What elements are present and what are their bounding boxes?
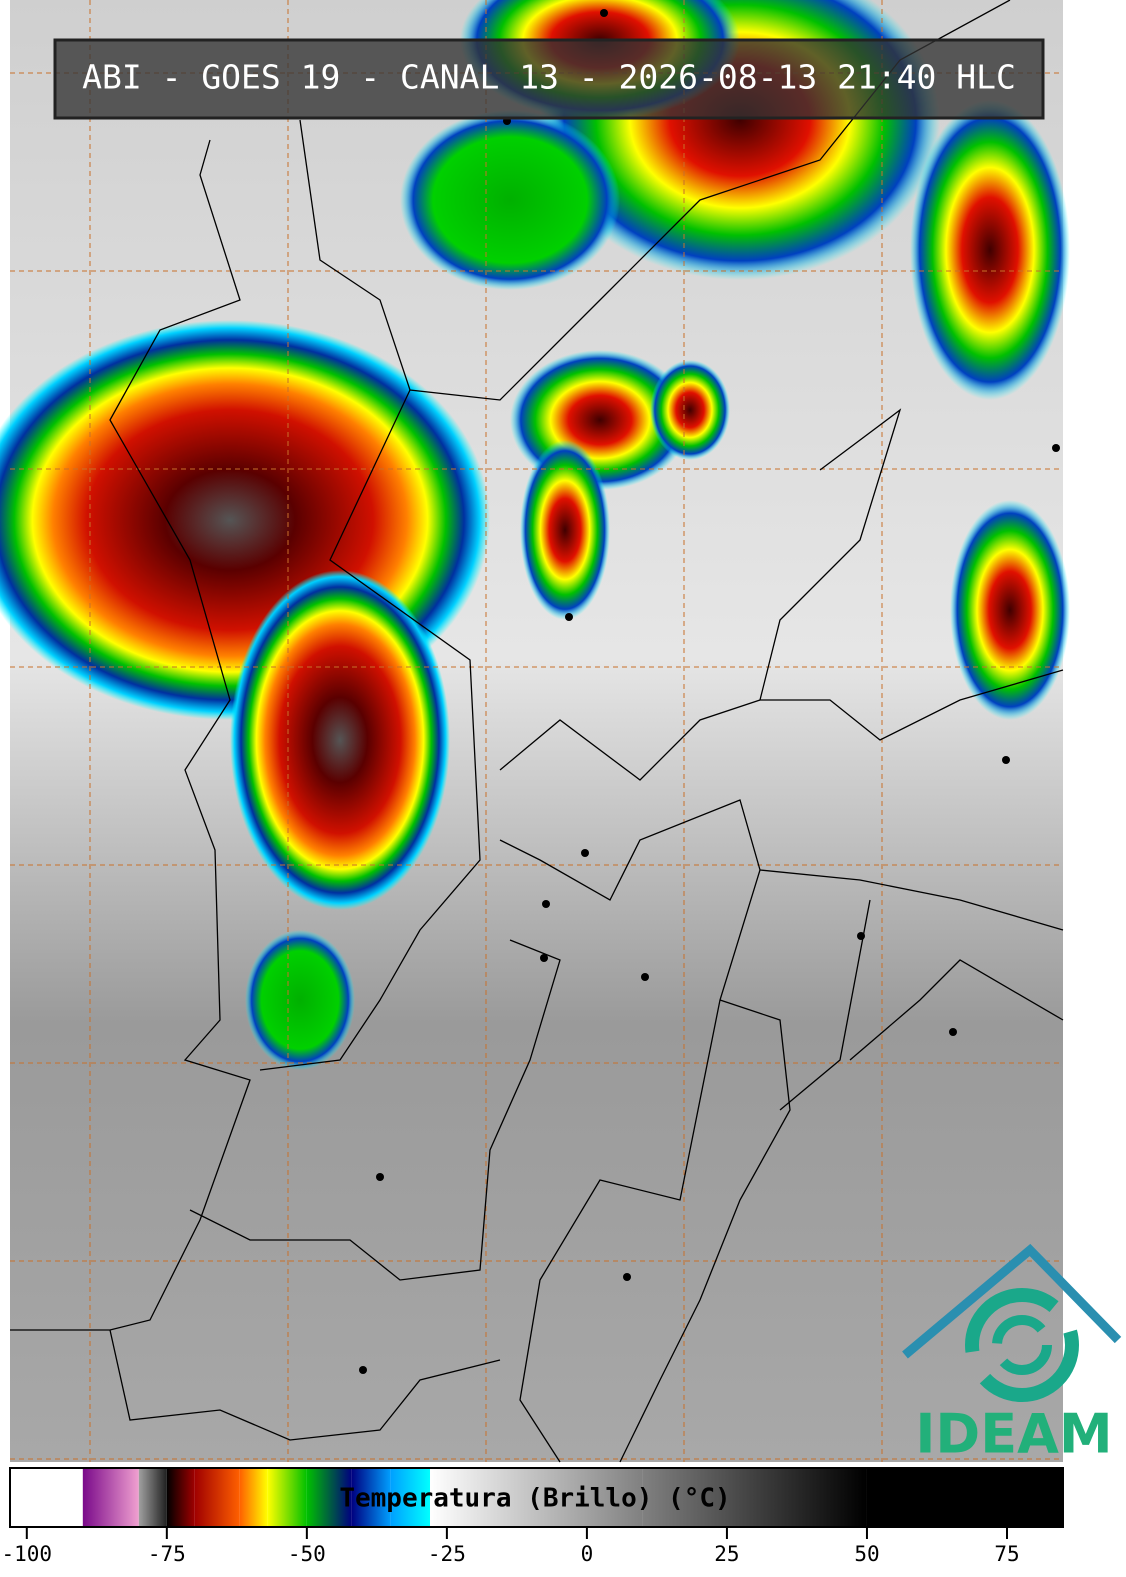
tick-label: 25 (714, 1542, 739, 1566)
colorbar-segment (306, 1468, 352, 1527)
tick-label: 75 (994, 1542, 1019, 1566)
title-box (53, 38, 1045, 120)
colorbar-segment (642, 1468, 867, 1527)
tick-label: -25 (428, 1542, 466, 1566)
colorbar: Temperatura (Brillo) (°C) -100 -75 -50 -25 0 2… (2, 1467, 1064, 1566)
colorbar-segment (82, 1468, 139, 1527)
colorbar-segment (430, 1468, 643, 1527)
colorbar-segment (194, 1468, 240, 1527)
colorbar-segment (267, 1468, 307, 1527)
tick-label: -75 (148, 1542, 186, 1566)
logo: IDEAM (902, 1243, 1122, 1466)
tick-label: 0 (581, 1542, 594, 1566)
tick-label: -100 (2, 1542, 53, 1566)
colorbar-segment (138, 1468, 167, 1527)
colorbar-frame (9, 1467, 1064, 1528)
tick-label: -50 (288, 1542, 326, 1566)
colorbar-segment (390, 1468, 431, 1527)
colorbar-label: Temperatura (Brillo) (°C) (339, 1484, 730, 1514)
tick-label: 50 (854, 1542, 879, 1566)
title: ABI - GOES 19 - CANAL 13 - 2026-08-13 21… (82, 58, 1016, 97)
map (0, 0, 1070, 1463)
logo-text: IDEAM (915, 1403, 1112, 1466)
colorbar-segment (10, 1468, 83, 1527)
colorbar-segment (866, 1468, 1063, 1527)
colorbar-segment (351, 1468, 391, 1527)
colorbar-segment (166, 1468, 195, 1527)
colorbar-segment (239, 1468, 268, 1527)
